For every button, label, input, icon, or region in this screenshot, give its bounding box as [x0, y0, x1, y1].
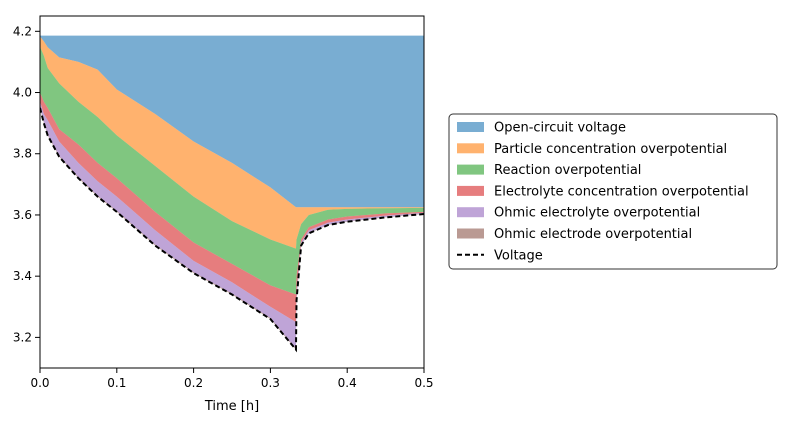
legend-item: Open-circuit voltage: [457, 121, 626, 136]
legend-label: Ohmic electrolyte overpotential: [494, 206, 700, 221]
x-tick-label: 0.0: [30, 376, 49, 390]
legend-label: Reaction overpotential: [494, 163, 641, 178]
legend-label: Ohmic electrode overpotential: [494, 227, 692, 242]
legend-swatch: [457, 122, 484, 132]
y-tick-label: 4.2: [13, 24, 32, 38]
x-tick-label: 0.3: [261, 376, 280, 390]
y-tick-label: 4.0: [13, 86, 32, 100]
area-particle-concentration-overpotential: [40, 36, 424, 249]
x-axis: 0.0 0.1 0.2 0.3 0.4 0.5: [30, 368, 434, 390]
legend-item: Voltage: [457, 248, 543, 263]
y-tick-label: 3.6: [13, 208, 32, 222]
legend-label: Open-circuit voltage: [494, 121, 626, 136]
area-open-circuit-voltage: [40, 35, 424, 208]
legend-item: Particle concentration overpotential: [457, 142, 727, 157]
legend-swatch: [457, 164, 484, 175]
legend: Open-circuit voltage Particle concentrati…: [448, 113, 778, 270]
voltage-line: [40, 107, 424, 353]
legend-label: Particle concentration overpotential: [494, 142, 727, 157]
legend-label: Electrolyte concentration overpotential: [494, 184, 749, 199]
legend-item: Ohmic electrolyte overpotential: [457, 206, 700, 221]
legend-item: Ohmic electrode overpotential: [457, 227, 692, 242]
y-tick-label: 3.8: [13, 147, 32, 161]
legend-swatch: [457, 207, 484, 218]
legend-item: Reaction overpotential: [457, 163, 641, 178]
legend-item: Electrolyte concentration overpotential: [457, 184, 749, 199]
x-axis-label: Time [h]: [204, 399, 259, 414]
y-tick-label: 3.2: [13, 330, 32, 344]
x-tick-label: 0.5: [414, 376, 433, 390]
legend-swatch: [457, 185, 484, 196]
area-electrolyte-concentration-overpotential: [40, 92, 424, 323]
y-tick-label: 3.4: [13, 269, 32, 283]
legend-label: Voltage: [494, 248, 543, 263]
x-tick-label: 0.4: [338, 376, 357, 390]
area-reaction-overpotential: [40, 46, 424, 295]
x-tick-label: 0.1: [107, 376, 126, 390]
area-series-group: [40, 35, 424, 350]
y-axis: 3.2 3.4 3.6 3.8 4.0 4.2: [13, 24, 40, 344]
legend-swatch: [457, 143, 484, 154]
x-tick-label: 0.2: [184, 376, 203, 390]
plot-frame: [39, 15, 425, 369]
legend-box: [448, 113, 778, 270]
legend-swatch: [457, 228, 484, 239]
